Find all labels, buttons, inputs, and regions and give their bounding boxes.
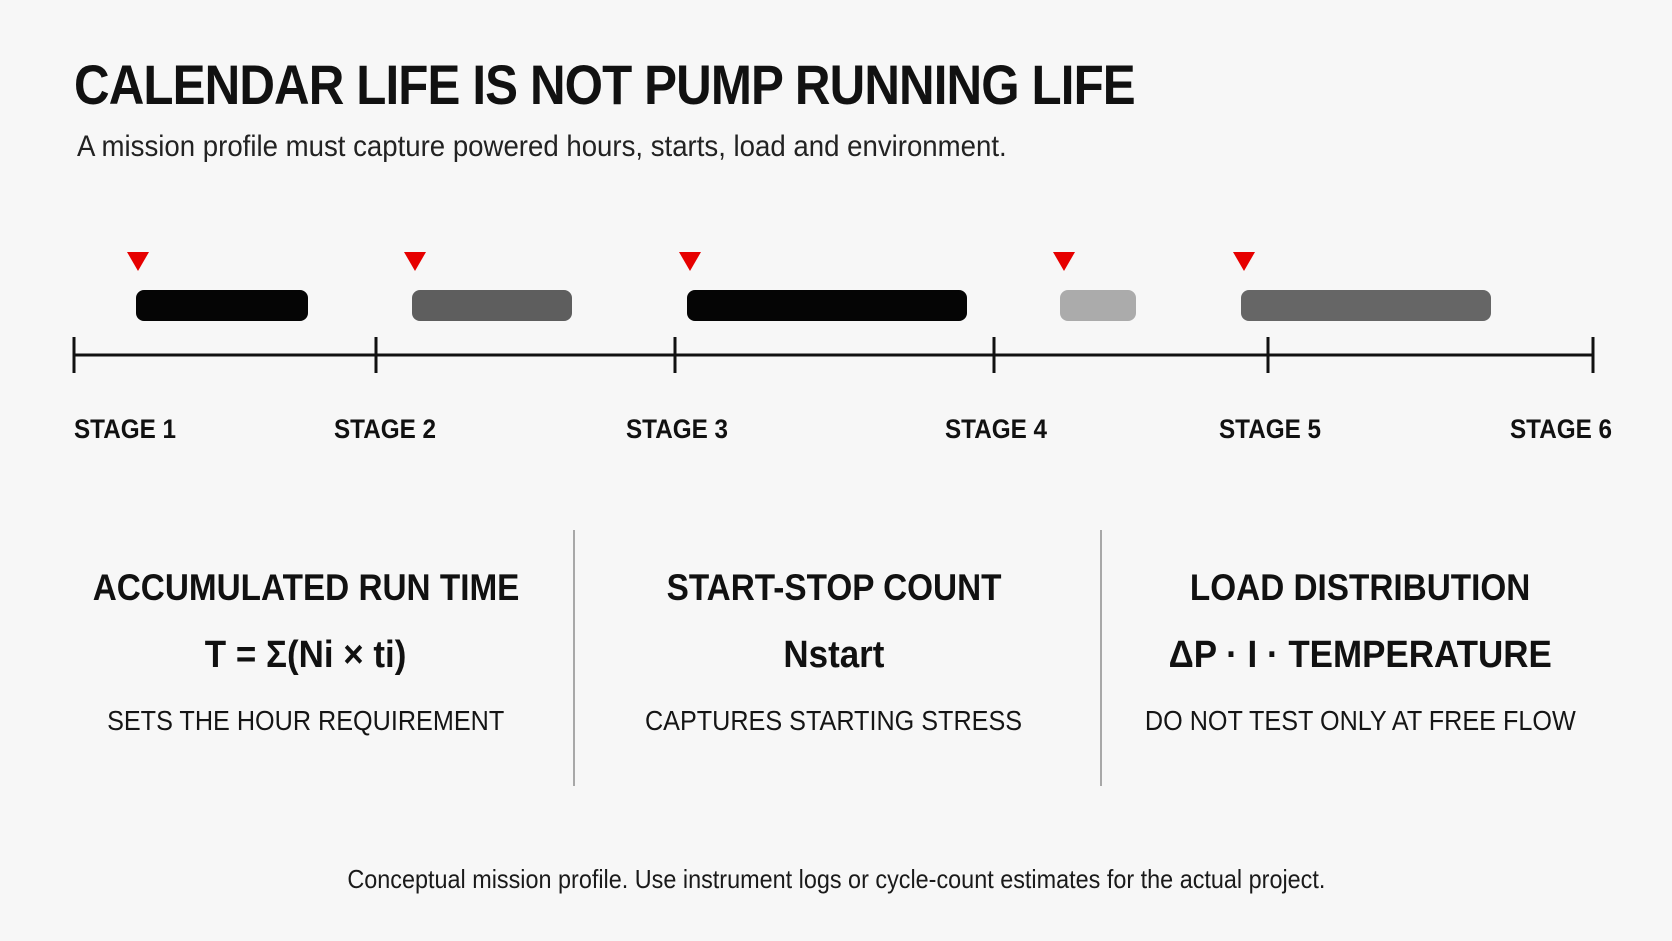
stage-label: STAGE 6 — [1510, 414, 1612, 444]
metric-note: SETS THE HOUR REQUIREMENT — [107, 705, 505, 737]
metric-start-stop: START-STOP COUNT Nstart CAPTURES STARTIN… — [574, 567, 1094, 737]
pump-run-bar — [687, 290, 967, 321]
footer-text: Conceptual mission profile. Use instrume… — [346, 864, 1326, 894]
start-marker — [1233, 252, 1255, 271]
metric-note: CAPTURES STARTING STRESS — [645, 705, 1023, 737]
stage-label: STAGE 5 — [1219, 414, 1321, 444]
stage-label: STAGE 4 — [945, 414, 1047, 444]
pump-run-bar — [136, 290, 308, 321]
start-marker — [404, 252, 426, 271]
metric-formula: T = Σ(Ni × ti) — [205, 633, 407, 676]
stage-label: STAGE 3 — [626, 414, 728, 444]
metric-load-distribution: LOAD DISTRIBUTION ΔP · I · TEMPERATURE D… — [1100, 567, 1620, 737]
start-marker — [127, 252, 149, 271]
start-marker — [679, 252, 701, 271]
mission-timeline: STAGE 1 STAGE 2 STAGE 3 STAGE 4 STAGE 5 STAGE… — [72, 252, 1612, 444]
column-divider-2 — [1100, 530, 1102, 786]
page-subtitle: A mission profile must capture powered h… — [77, 130, 1007, 163]
stage-label: STAGE 2 — [334, 414, 436, 444]
stage-label: STAGE 1 — [74, 414, 176, 444]
metric-title: LOAD DISTRIBUTION — [1189, 567, 1531, 608]
pump-run-bar — [1241, 290, 1491, 321]
metric-formula: Nstart — [783, 633, 885, 676]
start-marker — [1053, 252, 1075, 271]
metric-title: START-STOP COUNT — [666, 567, 1002, 608]
metric-run-time: ACCUMULATED RUN TIME T = Σ(Ni × ti) SETS… — [46, 567, 566, 737]
metric-title: ACCUMULATED RUN TIME — [92, 567, 520, 608]
page-title: CALENDAR LIFE IS NOT PUMP RUNNING LIFE — [74, 53, 1136, 116]
pump-run-bar — [412, 290, 572, 321]
pump-run-bar — [1060, 290, 1136, 321]
metric-note: DO NOT TEST ONLY AT FREE FLOW — [1144, 705, 1576, 737]
metric-formula: ΔP · I · TEMPERATURE — [1168, 633, 1552, 676]
column-divider-1 — [573, 530, 575, 786]
footer-note: Conceptual mission profile. Use instrume… — [0, 864, 1672, 895]
